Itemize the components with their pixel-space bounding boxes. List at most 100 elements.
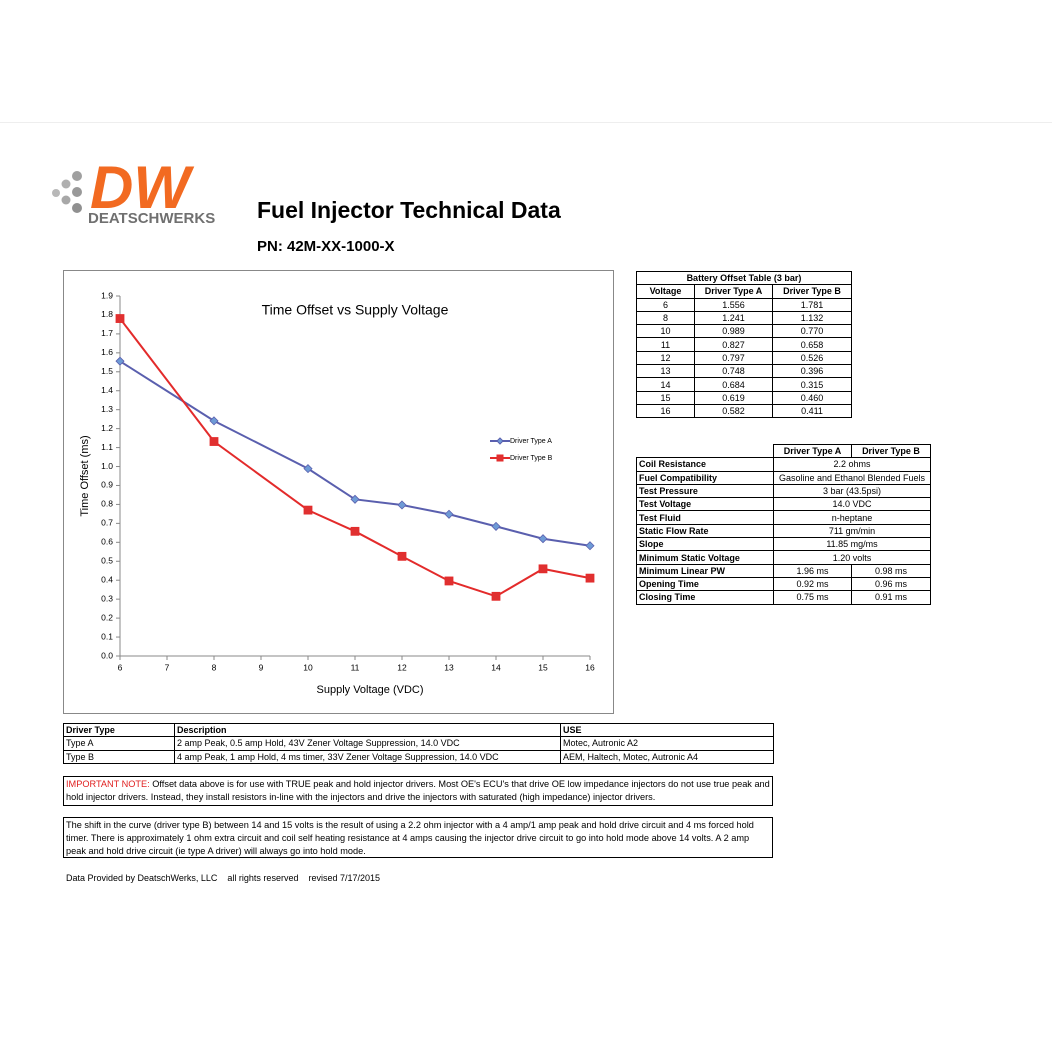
logo-dot [52, 189, 60, 197]
table-row: 12 0.797 0.526 [636, 350, 853, 366]
row-label: Closing Time [636, 590, 774, 605]
y-tick-label: 1.2 [101, 423, 113, 433]
table-cell: 4 amp Peak, 1 amp Hold, 4 ms timer, 33V … [174, 749, 561, 764]
y-tick-label: 0.6 [101, 537, 113, 547]
table-cell: 6 [636, 297, 695, 312]
battery-table: Battery Offset Table (3 bar) Voltage Drive… [635, 270, 853, 419]
point [303, 505, 313, 515]
table-row: Test Fluid n-heptane [636, 510, 931, 525]
point [397, 500, 407, 510]
y-tick-label: 0.9 [101, 480, 113, 490]
table-cell: 14.0 VDC [773, 497, 931, 512]
table-cell: Motec, Autronic A2 [560, 736, 774, 751]
point [491, 521, 501, 531]
table-cell: Gasoline and Ethanol Blended Fuels [773, 470, 931, 485]
table-cell: 0.98 ms [851, 563, 931, 578]
note-text: Offset data above is for use with TRUE p… [66, 779, 770, 802]
table-row: Fuel Compatibility Gasoline and Ethanol B… [636, 470, 931, 485]
x-tick-label: 11 [351, 662, 360, 672]
column-header: Voltage [636, 284, 695, 299]
x-tick-label: 14 [491, 662, 501, 672]
x-tick-label: 16 [585, 662, 595, 672]
table-row: Opening Time 0.92 ms 0.96 ms [636, 576, 931, 592]
table-cell: 1.781 [771, 297, 853, 312]
y-tick-label: 1.1 [101, 442, 113, 452]
x-tick-label: 12 [397, 662, 407, 672]
row-label: Opening Time [636, 576, 774, 592]
y-tick-label: 1.4 [101, 385, 113, 395]
table-row: Voltage Driver Type A Driver Type B [636, 284, 853, 299]
table-cell: 2.2 ohms [773, 457, 931, 472]
point [585, 573, 595, 583]
table-cell: 0.92 ms [773, 576, 852, 592]
table-cell: 12 [636, 350, 695, 366]
divider [0, 122, 1052, 123]
table-row: Test Pressure 3 bar (43.5psi) [636, 483, 931, 499]
spec-table-wrap: Driver Type A Driver Type B Coil Resistanc… [636, 443, 931, 605]
chart-frame [63, 270, 614, 714]
table-row: Slope 11.85 mg/ms [636, 537, 931, 552]
table-cell: 1.96 ms [773, 563, 852, 578]
chart-title: Time Offset vs Supply Voltage [262, 302, 449, 318]
y-tick-label: 0.4 [101, 574, 113, 584]
table-cell: 16 [636, 403, 695, 419]
column-header: Driver Type B [851, 443, 931, 459]
blank-cell [636, 444, 774, 459]
table-row: 15 0.619 0.460 [636, 390, 853, 405]
table-cell: 15 [636, 390, 695, 405]
point [538, 564, 548, 574]
table-cell: Type B [63, 749, 175, 764]
table-cell: Type A [63, 736, 175, 751]
row-label: Fuel Compatibility [636, 470, 774, 485]
point [444, 509, 454, 519]
table-row: 6 1.556 1.781 [636, 297, 853, 312]
row-label: Coil Resistance [636, 457, 774, 472]
row-label: Minimum Static Voltage [636, 550, 774, 565]
point [303, 464, 313, 474]
table-cell: 1.20 volts [773, 550, 931, 565]
table-row: 10 0.989 0.770 [636, 324, 853, 339]
table-cell: 1.132 [771, 310, 853, 326]
table-row: 11 0.827 0.658 [636, 337, 853, 352]
x-tick-label: 7 [165, 662, 170, 672]
table-cell: 0.989 [694, 324, 773, 339]
y-tick-label: 0.0 [101, 650, 113, 660]
table-cell: 1.241 [694, 310, 773, 326]
column-header: USE [560, 722, 774, 738]
table-cell: 14 [636, 377, 695, 392]
battery-table-wrap: Battery Offset Table (3 bar) Voltage Drive… [635, 270, 853, 419]
table-cell: AEM, Haltech, Motec, Autronic A4 [560, 749, 774, 764]
logo: DW DEATSCHWERKS [52, 160, 215, 227]
point [209, 437, 219, 446]
point [350, 526, 360, 536]
table-cell: 3 bar (43.5psi) [773, 483, 931, 499]
logo-dot [72, 203, 82, 213]
table-row: Minimum Linear PW 1.96 ms 0.98 ms [636, 563, 931, 578]
footer-text: all rights reserved [227, 873, 299, 883]
y-tick-label: 1.0 [101, 461, 113, 471]
table-cell: 0.315 [771, 377, 853, 392]
legend-marker [496, 437, 504, 445]
logo-dot [61, 195, 71, 205]
table-cell: 0.684 [694, 377, 773, 392]
y-tick-label: 1.7 [101, 328, 113, 338]
footer-text: revised 7/17/2015 [308, 873, 381, 883]
title: Fuel Injector Technical Data [257, 197, 561, 223]
column-header: Driver Type A [773, 443, 852, 459]
row-label: Slope [636, 537, 774, 552]
table-cell: 0.827 [694, 337, 773, 352]
point [115, 314, 125, 323]
table-row: Test Voltage 14.0 VDC [636, 497, 931, 512]
y-tick-label: 1.3 [101, 404, 113, 414]
point [538, 534, 548, 544]
table-row: 8 1.241 1.132 [636, 310, 853, 326]
table-cell: 0.526 [771, 350, 853, 366]
logo-mark: DW [90, 160, 194, 221]
table-cell: 1.556 [694, 297, 773, 312]
part-number: PN: 42M-XX-1000-X [257, 238, 395, 255]
point [209, 416, 219, 426]
row-label: Test Fluid [636, 510, 774, 525]
row-label: Static Flow Rate [636, 523, 774, 539]
